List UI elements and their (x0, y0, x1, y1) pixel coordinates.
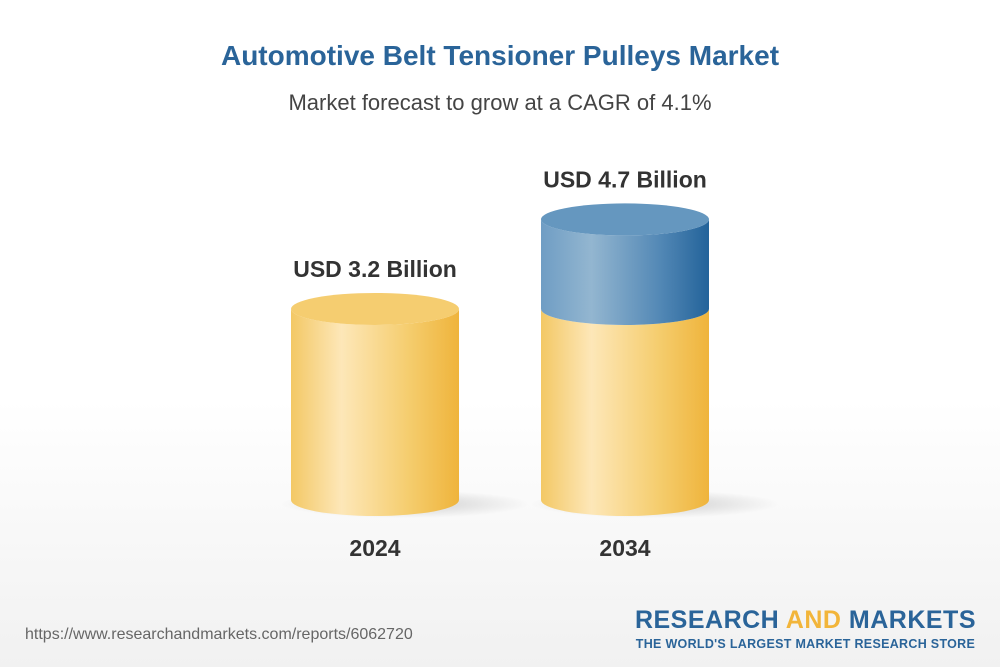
bar-growth-2034 (541, 219, 709, 325)
category-label: 2034 (599, 535, 650, 561)
chart-subtitle: Market forecast to grow at a CAGR of 4.1… (288, 90, 712, 115)
bar-top-2034 (541, 203, 709, 236)
bar-base-2024 (291, 308, 459, 516)
bar-top-2024 (291, 292, 459, 325)
chart-title: Automotive Belt Tensioner Pulleys Market (220, 40, 780, 71)
data-label: USD 3.2 Billion (293, 256, 457, 282)
data-label: USD 4.7 Billion (543, 166, 707, 192)
category-label: 2024 (349, 535, 400, 561)
source-url[interactable]: https://www.researchandmarkets.com/repor… (25, 626, 413, 643)
research-and-markets-logo: RESEARCH AND MARKETS THE WORLD'S LARGEST… (634, 606, 976, 651)
bar-base-2034 (541, 308, 709, 516)
